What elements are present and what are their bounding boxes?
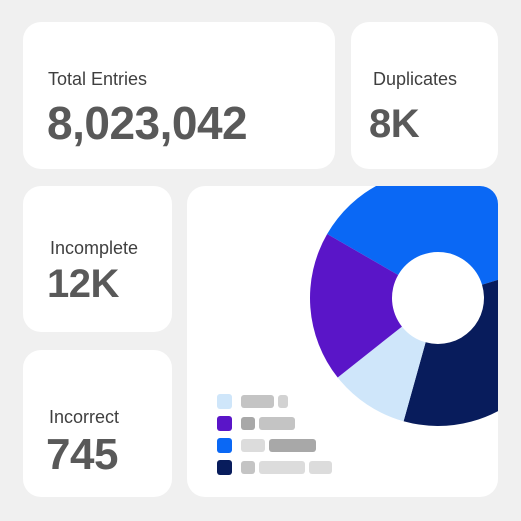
legend-item: [217, 435, 357, 457]
donut-slice-4: [310, 234, 402, 378]
incorrect-card: Incorrect 745: [23, 350, 172, 497]
legend-placeholder-bar: [278, 395, 288, 408]
legend-item: [217, 413, 357, 435]
legend-placeholder-bar: [241, 439, 265, 452]
incomplete-label: Incomplete: [50, 238, 139, 258]
donut-slice-3: [337, 326, 426, 422]
duplicates-value: 8K: [369, 102, 420, 146]
total-entries-card: Total Entries 8,023,042: [23, 22, 335, 169]
total-entries-label: Total Entries: [48, 69, 148, 89]
legend-swatch: [217, 416, 232, 431]
chart-card: [187, 186, 498, 497]
duplicates-label: Duplicates: [373, 69, 458, 89]
legend-placeholder-bar: [269, 439, 316, 452]
legend-swatch: [217, 438, 232, 453]
donut-slice-2: [403, 279, 498, 426]
duplicates-card: Duplicates 8K: [351, 22, 498, 169]
total-entries-value: 8,023,042: [47, 97, 248, 149]
donut-chart: [310, 186, 498, 426]
legend-swatch: [217, 460, 232, 475]
legend-item: [217, 457, 357, 479]
legend-swatch: [217, 394, 232, 409]
incorrect-value: 745: [46, 430, 118, 479]
legend-placeholder-bar: [241, 395, 274, 408]
incomplete-card: Incomplete 12K: [23, 186, 172, 332]
legend-placeholder-bar: [259, 461, 305, 474]
legend-placeholder-bar: [309, 461, 332, 474]
incomplete-value: 12K: [47, 262, 119, 306]
legend-item: [217, 391, 357, 413]
legend-placeholder-bar: [241, 417, 255, 430]
chart-legend: [217, 391, 357, 479]
legend-placeholder-bar: [241, 461, 255, 474]
legend-placeholder-bar: [259, 417, 295, 430]
donut-slice-1: [327, 186, 498, 285]
incorrect-label: Incorrect: [49, 407, 120, 427]
